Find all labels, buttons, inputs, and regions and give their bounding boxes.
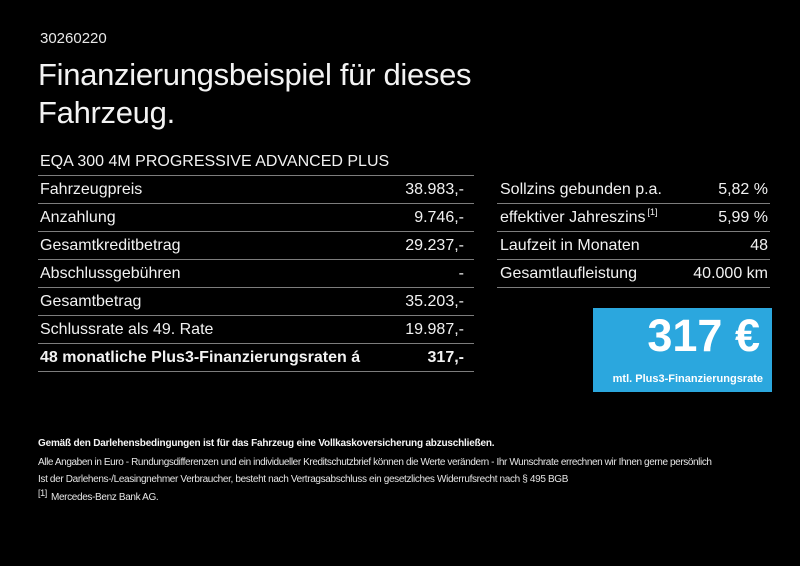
- row-value: 19.987,-: [405, 320, 464, 338]
- monthly-rate-caption: mtl. Plus3-Finanzierungsrate: [612, 373, 763, 385]
- row-label: Abschlussgebühren: [40, 264, 181, 282]
- monthly-rate-amount: 317 €: [647, 310, 760, 361]
- footnote-text: Mercedes-Benz Bank AG.: [50, 492, 159, 503]
- disclaimer-euro-note: Alle Angaben in Euro - Rundungsdifferenz…: [38, 457, 712, 468]
- page-title-line2: Fahrzeug.: [38, 95, 175, 130]
- row-label: Fahrzeugpreis: [40, 180, 143, 198]
- vehicle-model-header: EQA 300 4M PROGRESSIVE ADVANCED PLUS: [38, 148, 474, 176]
- table-row-schlussrate: Schlussrate als 49. Rate 19.987,-: [38, 316, 474, 344]
- row-label: Anzahlung: [40, 208, 116, 226]
- row-label: effektiver Jahreszins [1]: [500, 207, 658, 227]
- row-label: Gesamtkreditbetrag: [40, 236, 181, 254]
- disclaimer-widerruf-note: Ist der Darlehens-/Leasingnehmer Verbrau…: [38, 474, 569, 485]
- finance-table: EQA 300 4M PROGRESSIVE ADVANCED PLUS Fah…: [38, 148, 474, 372]
- row-label: 48 monatliche Plus3-Finanzierungsraten á: [40, 348, 361, 366]
- row-value: 29.237,-: [405, 236, 464, 254]
- table-row-abschlussgebuehren: Abschlussgebühren -: [38, 260, 474, 288]
- row-label: Sollzins gebunden p.a.: [500, 180, 662, 198]
- row-value: 48: [750, 236, 768, 254]
- row-value: 317,-: [427, 348, 464, 366]
- row-value: 9.746,-: [414, 208, 464, 226]
- row-label: Schlussrate als 49. Rate: [40, 320, 214, 338]
- table-row-anzahlung: Anzahlung 9.746,-: [38, 204, 474, 232]
- row-value: 35.203,-: [405, 292, 464, 310]
- page-title: Finanzierungsbeispiel für dieses Fahrzeu…: [38, 56, 472, 132]
- table-row-sollzins: Sollzins gebunden p.a. 5,82 %: [497, 176, 770, 204]
- row-value: 5,82 %: [718, 180, 768, 198]
- table-row-effektiver-jahreszins: effektiver Jahreszins [1] 5,99 %: [497, 204, 770, 232]
- row-value: -: [458, 264, 464, 282]
- footnote-reference: [1]: [647, 207, 658, 218]
- reference-number: 30260220: [40, 30, 107, 47]
- disclaimer-insurance-note: Gemäß den Darlehensbedingungen ist für d…: [38, 438, 495, 449]
- row-label: Laufzeit in Monaten: [500, 236, 640, 254]
- table-row-gesamtlaufleistung: Gesamtlaufleistung 40.000 km: [497, 260, 770, 288]
- footnote: [1] Mercedes-Benz Bank AG.: [38, 488, 159, 503]
- row-value: 40.000 km: [693, 264, 768, 282]
- table-row-gesamtbetrag: Gesamtbetrag 35.203,-: [38, 288, 474, 316]
- footnote-marker: [1]: [38, 487, 47, 498]
- row-label-text: effektiver Jahreszins: [500, 208, 646, 226]
- monthly-rate-box: 317 € mtl. Plus3-Finanzierungsrate: [593, 308, 772, 392]
- table-row-laufzeit: Laufzeit in Monaten 48: [497, 232, 770, 260]
- row-value: 38.983,-: [405, 180, 464, 198]
- table-row-fahrzeugpreis: Fahrzeugpreis 38.983,-: [38, 176, 474, 204]
- table-row-monatsraten: 48 monatliche Plus3-Finanzierungsraten á…: [38, 344, 474, 372]
- page-title-line1: Finanzierungsbeispiel für dieses: [38, 57, 472, 92]
- row-label: Gesamtlaufleistung: [500, 264, 637, 282]
- table-row-gesamtkreditbetrag: Gesamtkreditbetrag 29.237,-: [38, 232, 474, 260]
- row-value: 5,99 %: [718, 208, 768, 226]
- conditions-table: Sollzins gebunden p.a. 5,82 % effektiver…: [497, 176, 770, 288]
- row-label: Gesamtbetrag: [40, 292, 142, 310]
